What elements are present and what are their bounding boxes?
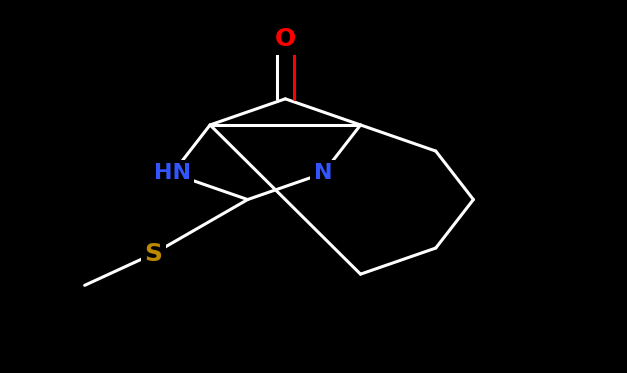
Text: N: N [314, 163, 332, 184]
Text: O: O [275, 27, 296, 51]
Text: S: S [145, 242, 162, 266]
Text: HN: HN [154, 163, 191, 184]
